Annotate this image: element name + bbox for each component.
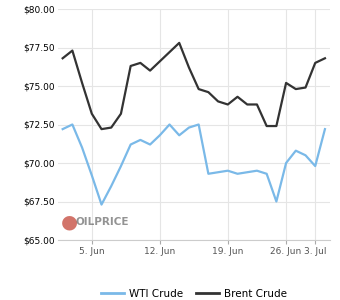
Legend: WTI Crude, Brent Crude: WTI Crude, Brent Crude bbox=[97, 284, 291, 300]
Text: OILPRICE: OILPRICE bbox=[75, 217, 129, 226]
Text: ●: ● bbox=[61, 212, 78, 231]
